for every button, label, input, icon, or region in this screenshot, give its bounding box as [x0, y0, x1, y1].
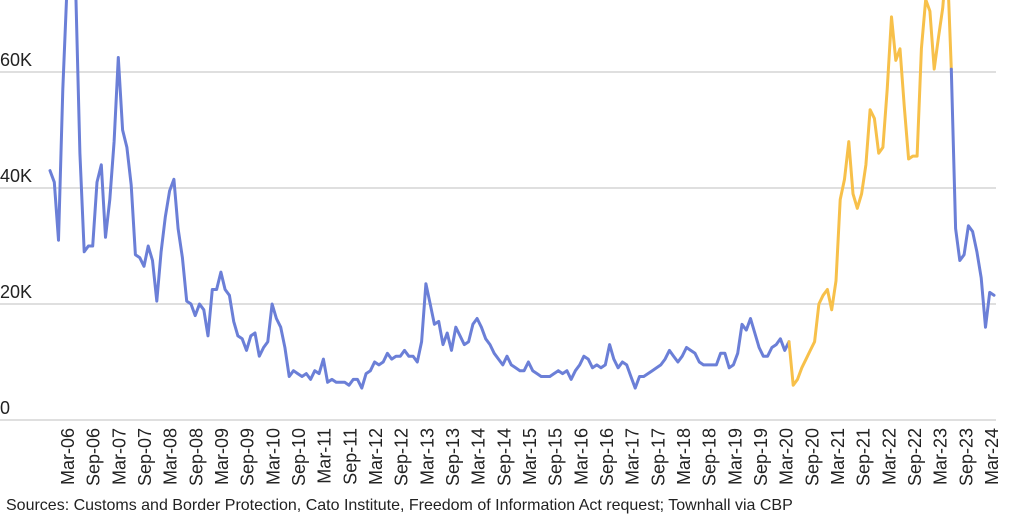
x-tick-label: Mar-24: [982, 428, 1002, 485]
x-tick-label: Mar-07: [109, 428, 129, 485]
x-tick-label: Sep-09: [238, 428, 258, 486]
x-tick-label: Mar-21: [828, 428, 848, 485]
y-tick-label: 40K: [0, 166, 32, 186]
x-tick-label: Mar-13: [417, 428, 437, 485]
x-tick-label: Mar-20: [777, 428, 797, 485]
series-line-yellow-2: [787, 0, 953, 387]
x-tick-label: Mar-16: [571, 428, 591, 485]
x-tick-label: Sep-17: [648, 428, 668, 486]
x-tick-label: Sep-07: [135, 428, 155, 486]
x-tick-label: Mar-09: [212, 428, 232, 485]
x-tick-label: Sep-18: [700, 428, 720, 486]
x-tick-label: Mar-14: [469, 428, 489, 485]
x-tick-label: Sep-12: [392, 428, 412, 486]
y-tick-label: 60K: [0, 50, 32, 70]
x-axis-ticks: Mar-06 Sep-06 Mar-07 Sep-07 Mar-08 Sep-08 Mar-…: [58, 428, 1002, 486]
x-tick-label: Sep-10: [289, 428, 309, 486]
series-line-blue-1: [48, 0, 791, 390]
x-tick-label: Mar-10: [263, 428, 283, 485]
x-tick-label: Sep-11: [340, 428, 360, 485]
x-tick-label: Sep-15: [546, 428, 566, 486]
y-axis-ticks: 0 20K 40K 60K: [0, 50, 32, 418]
x-tick-label: Mar-15: [520, 428, 540, 485]
x-tick-label: Sep-06: [84, 428, 104, 486]
x-tick-label: Mar-23: [931, 428, 951, 485]
source-note: Sources: Customs and Border Protection, …: [6, 497, 793, 514]
data-lines: [48, 0, 996, 390]
series-line-blue-3: [949, 67, 996, 329]
y-tick-label: 20K: [0, 282, 32, 302]
x-tick-label: Mar-19: [725, 428, 745, 485]
x-tick-label: Mar-17: [623, 428, 643, 485]
x-tick-label: Mar-06: [58, 428, 78, 485]
x-tick-label: Sep-16: [597, 428, 617, 486]
x-tick-label: Mar-18: [674, 428, 694, 485]
x-tick-label: Sep-21: [854, 428, 874, 486]
x-tick-label: Mar-11: [315, 428, 335, 484]
x-tick-label: Sep-20: [802, 428, 822, 486]
x-tick-label: Sep-22: [905, 428, 925, 486]
x-tick-label: Sep-13: [443, 428, 463, 486]
x-tick-label: Mar-12: [366, 428, 386, 485]
x-tick-label: Sep-14: [494, 428, 514, 486]
x-tick-label: Sep-23: [956, 428, 976, 486]
x-tick-label: Sep-08: [186, 428, 206, 486]
x-tick-label: Mar-08: [161, 428, 181, 485]
y-tick-label: 0: [0, 398, 10, 418]
x-tick-label: Mar-22: [879, 428, 899, 485]
x-tick-label: Sep-19: [751, 428, 771, 486]
